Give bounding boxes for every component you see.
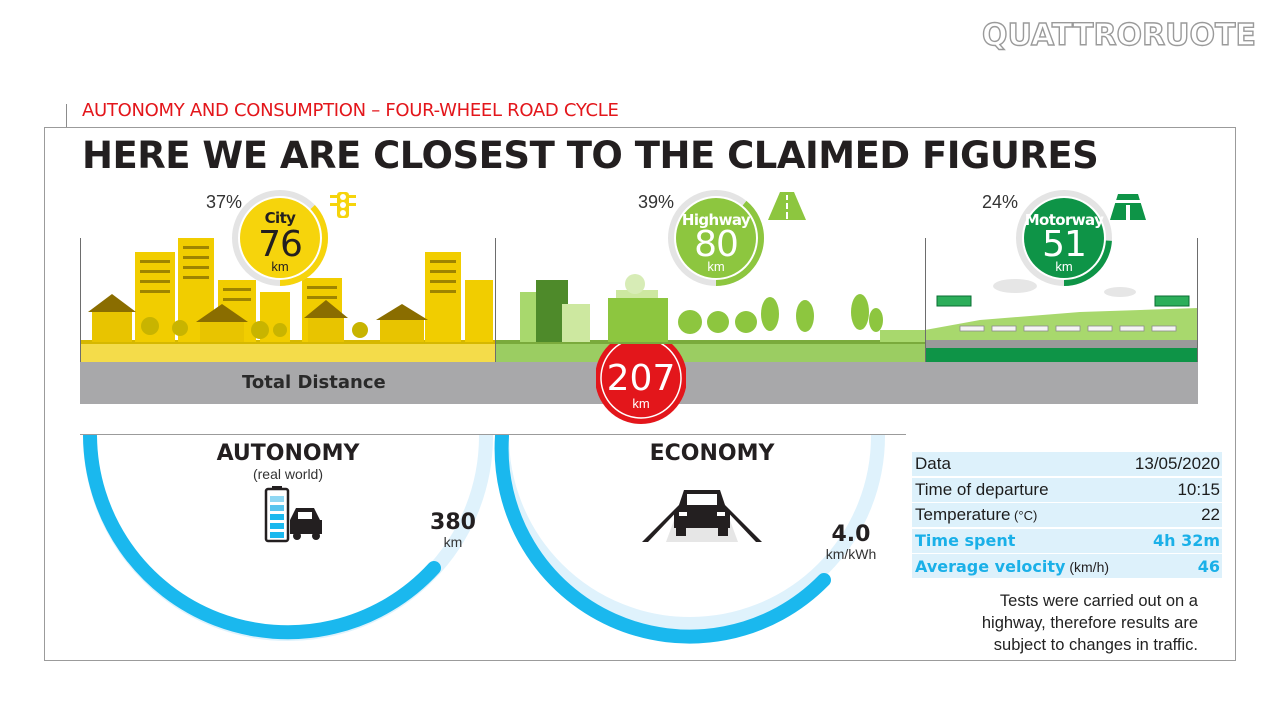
detail-label: Time of departure <box>915 479 1049 499</box>
detail-label: Average velocity (km/h) <box>915 556 1110 576</box>
detail-label: Data <box>915 454 951 473</box>
city-distance: 76 <box>258 224 303 265</box>
city-gauge <box>232 190 328 286</box>
segment-divider <box>1197 238 1198 362</box>
car-on-road-icon <box>642 490 762 542</box>
table-row: Time of departure 10:15 <box>912 477 1222 502</box>
detail-value: 13/05/2020 <box>1134 454 1220 473</box>
highway-label: Highway <box>681 211 751 229</box>
detail-label: Temperature (°C) <box>915 505 1038 524</box>
motorway-percent: 24% <box>982 192 1019 212</box>
battery-car-icon <box>264 486 322 543</box>
economy-unit: km/kWh <box>825 546 877 562</box>
total-distance-badge <box>596 344 686 424</box>
total-distance-value: 207 <box>606 358 676 399</box>
highway-gauge-arc <box>668 190 764 286</box>
test-details-table: Data 13/05/2020 Time of departure 10:15 Temp… <box>912 452 1222 580</box>
table-row: Data 13/05/2020 <box>912 452 1222 476</box>
detail-value: 46 <box>1197 556 1220 576</box>
autonomy-unit: km <box>443 534 463 550</box>
detail-label: Time spent <box>915 531 1016 550</box>
economy-value: 4.0 <box>831 522 871 547</box>
detail-value: 22 <box>1201 505 1220 524</box>
subtitle-rule <box>66 104 67 128</box>
motorway-unit: km <box>1055 259 1073 274</box>
autonomy-title: AUTONOMY <box>216 441 360 466</box>
road-icon <box>768 192 806 220</box>
road-cycle-illustration <box>80 238 1198 362</box>
detail-value: 10:15 <box>1177 479 1220 499</box>
motorway-label: Motorway <box>1024 211 1104 229</box>
motorway-scene <box>925 279 1198 362</box>
segment-divider <box>80 238 81 362</box>
test-note: Tests were carried out on a highway, the… <box>981 592 1198 654</box>
motorway-gauge-arc <box>1016 190 1112 286</box>
highway-unit: km <box>707 259 725 274</box>
table-row: Average velocity (km/h) 46 <box>912 554 1222 578</box>
city-label: City <box>264 209 296 227</box>
motorway-icon <box>1110 194 1146 220</box>
segment-divider <box>925 238 926 362</box>
highway-percent: 39% <box>638 192 675 212</box>
section-subtitle: AUTONOMY AND CONSUMPTION – FOUR-WHEEL RO… <box>82 100 619 121</box>
page-title: HERE WE ARE CLOSEST TO THE CLAIMED FIGUR… <box>82 134 1099 177</box>
city-unit: km <box>271 259 289 274</box>
economy-title: ECONOMY <box>649 441 775 466</box>
motorway-gauge <box>1016 190 1112 286</box>
quattroruote-logo: QUATTRORUOTE <box>981 17 1256 53</box>
section-separator <box>80 434 906 435</box>
segment-divider <box>495 238 496 362</box>
total-distance-label: Total Distance <box>242 372 386 393</box>
highway-gauge <box>668 190 764 286</box>
infographic-frame <box>44 127 1236 661</box>
motorway-distance: 51 <box>1042 224 1087 265</box>
total-distance-unit: km <box>632 396 650 411</box>
autonomy-subtitle: (real world) <box>252 466 323 482</box>
table-row: Time spent 4h 32m <box>912 528 1222 553</box>
table-row: Temperature (°C) 22 <box>912 503 1222 527</box>
autonomy-value: 380 <box>430 510 476 535</box>
city-percent: 37% <box>206 192 243 212</box>
city-gauge-arc <box>232 190 328 286</box>
highway-distance: 80 <box>694 224 739 265</box>
detail-value: 4h 32m <box>1152 531 1220 550</box>
traffic-light-icon <box>330 192 356 218</box>
city-scene <box>80 238 495 362</box>
